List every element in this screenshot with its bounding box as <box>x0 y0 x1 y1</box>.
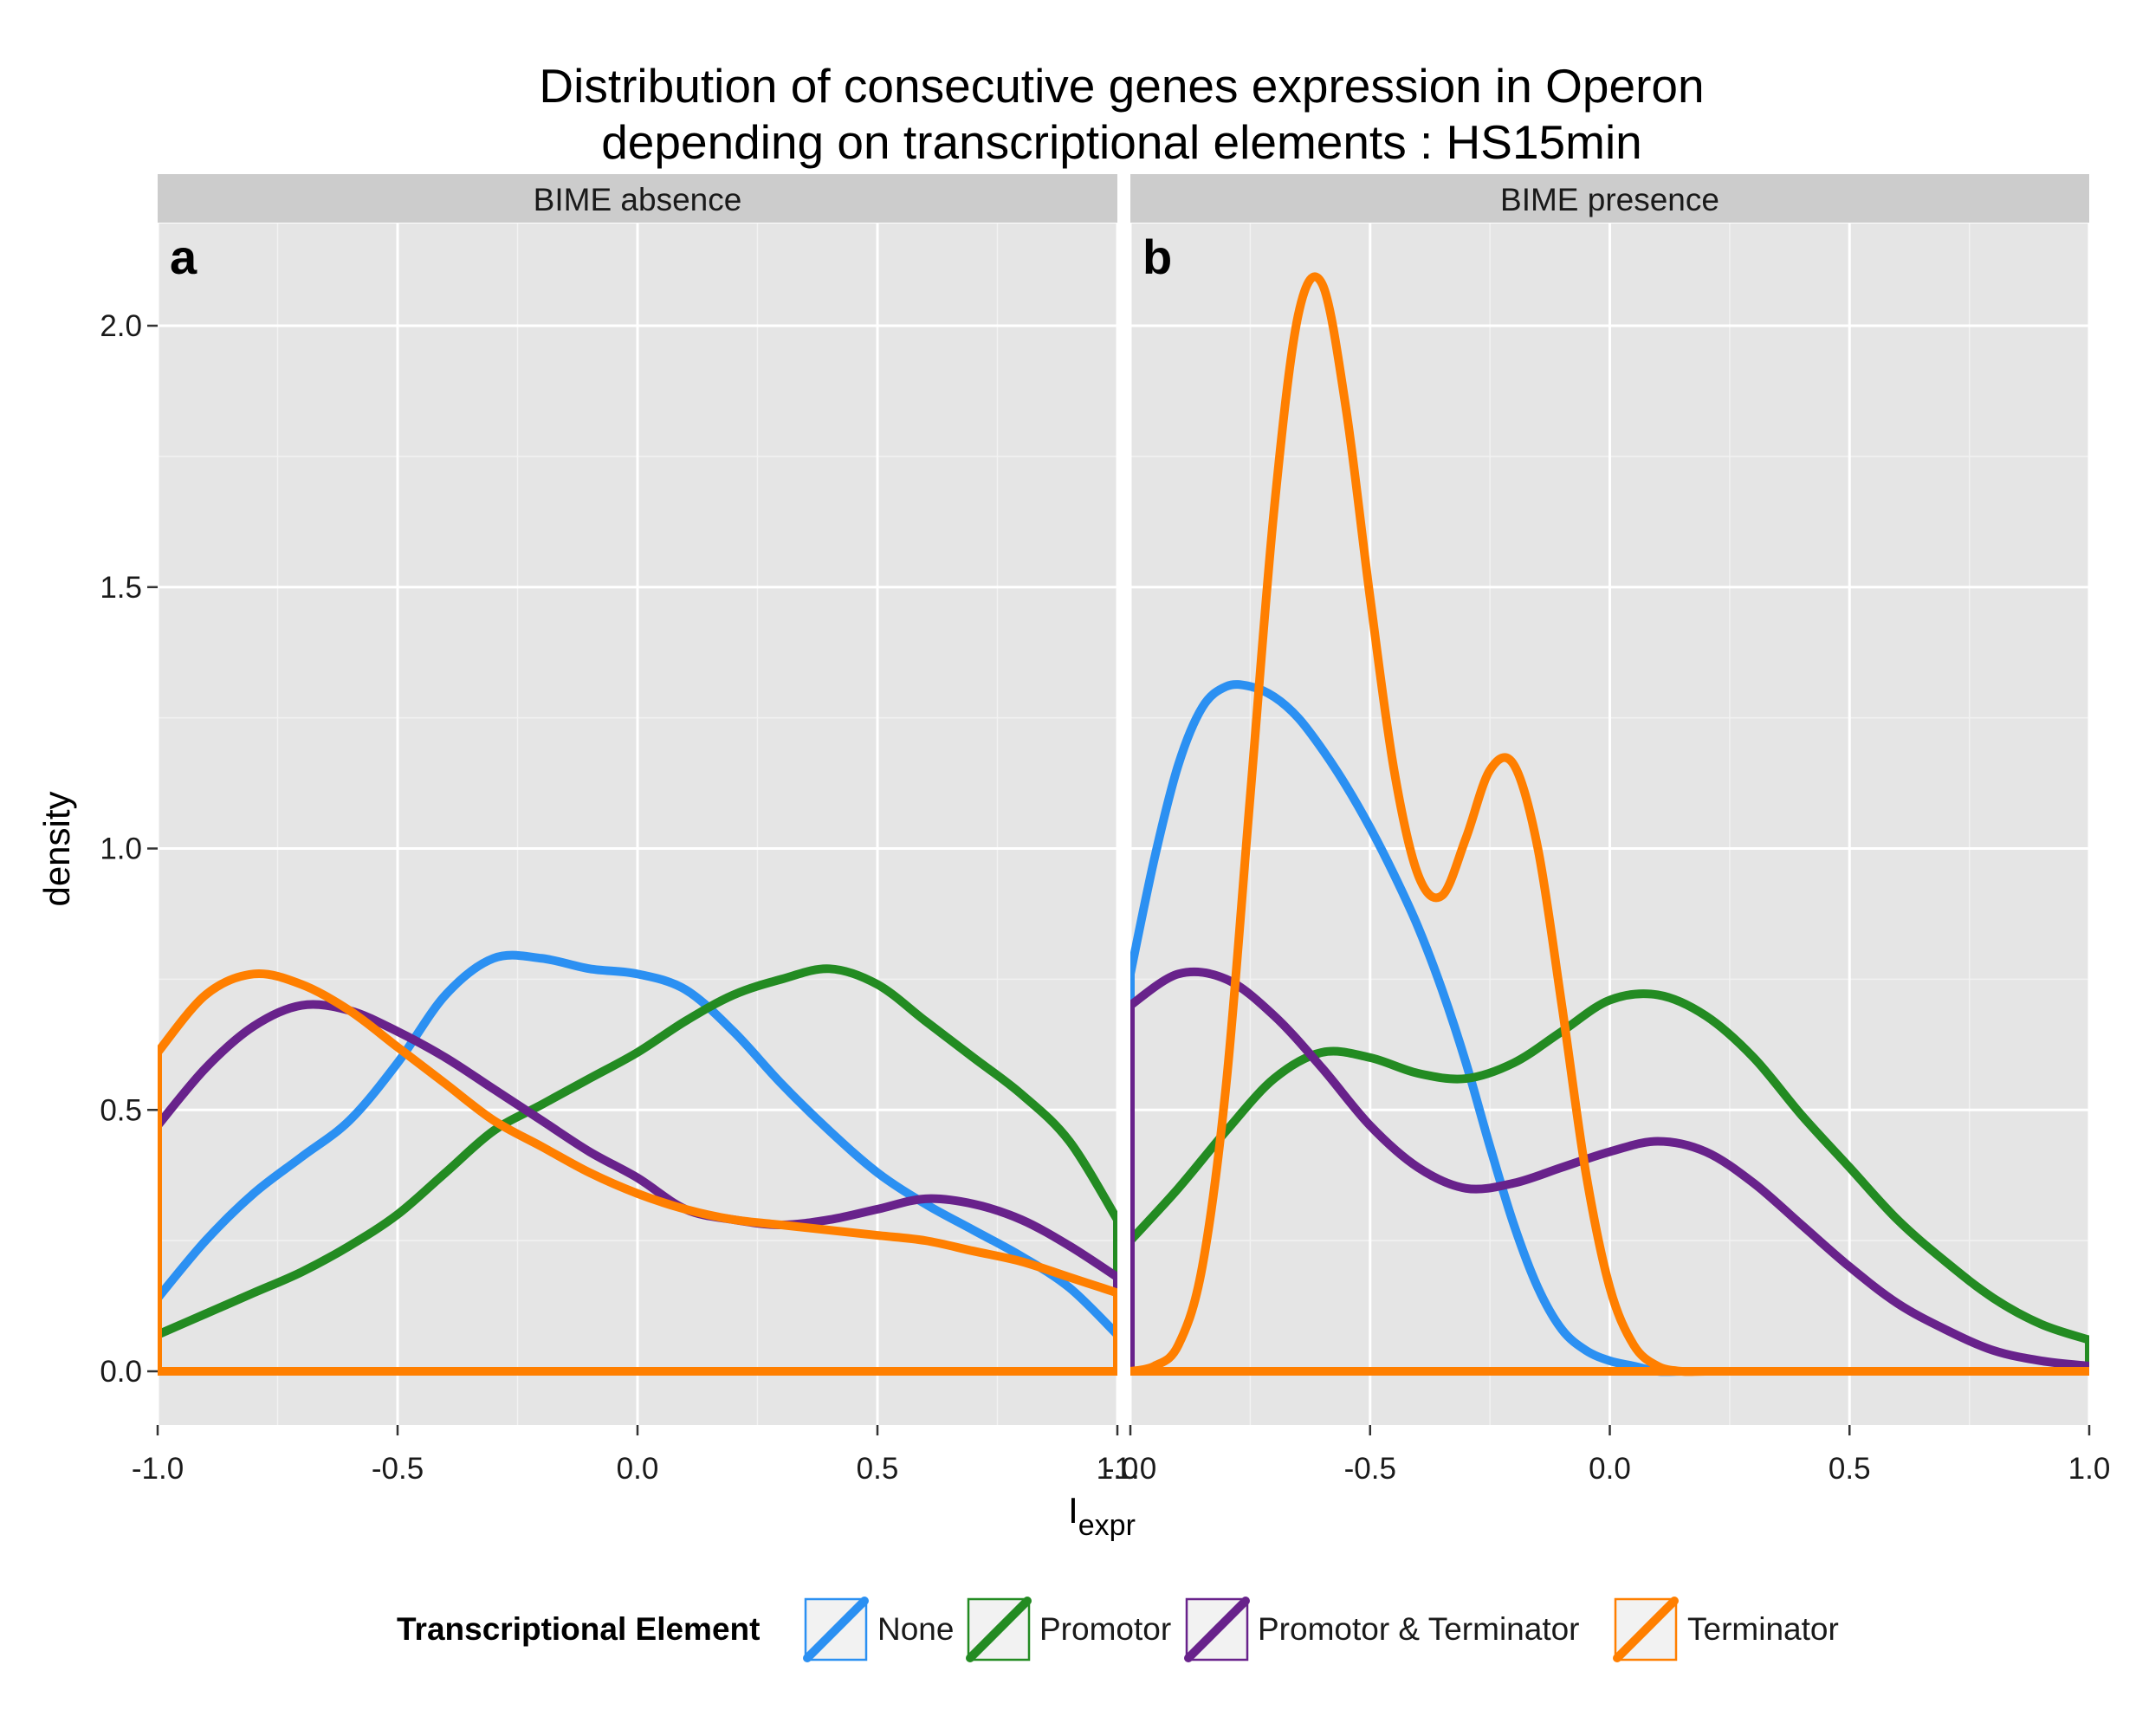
y-axis: 0.0 0.5 1.0 1.5 2.0 <box>100 309 158 1389</box>
legend-key-line <box>1613 1597 1679 1662</box>
legend-label: None <box>877 1611 954 1647</box>
series-group <box>158 950 1117 1376</box>
x-tick-label: -1.0 <box>1104 1452 1156 1486</box>
y-tick-label: 1.5 <box>100 571 142 605</box>
strip-background <box>1130 174 2089 223</box>
legend-label: Promotor & Terminator <box>1258 1611 1580 1647</box>
x-axis: -1.0 -0.5 0.0 0.5 1.0 <box>1104 1425 2110 1486</box>
y-axis-title: density <box>36 791 77 906</box>
x-tick-label: 1.0 <box>1097 1452 1139 1486</box>
x-tick-label: 0.5 <box>1829 1452 1871 1486</box>
legend-key-line <box>803 1597 869 1662</box>
panel-tag: a <box>170 230 197 284</box>
strip-label: BIME absence <box>534 182 742 217</box>
x-tick-label: -0.5 <box>1344 1452 1396 1486</box>
series-line-none <box>158 950 1117 1376</box>
x-axis: -1.0 -0.5 0.0 0.5 1.0 <box>132 1425 1138 1486</box>
legend-key-line <box>1184 1597 1250 1662</box>
series-line-terminator <box>1130 272 2089 1376</box>
x-tick-label: 1.0 <box>2068 1452 2111 1486</box>
strip-label: BIME presence <box>1500 182 1719 217</box>
x-axis-title: Iexpr <box>1068 1490 1136 1542</box>
panels-layer: BIME absence a -1.0 -0.5 0.0 0.5 1.0 0.0 0.5 1.0 1… <box>100 174 2110 1486</box>
gridlines <box>156 223 1119 1425</box>
x-axis-title-main: I <box>1068 1490 1078 1531</box>
x-axis-title-sub: expr <box>1078 1509 1136 1542</box>
strip-background <box>158 174 1117 223</box>
chart-title-line-1: Distribution of consecutive genes expres… <box>539 59 1704 113</box>
panel-bime-presence: BIME presence b -1.0 -0.5 0.0 0.5 1.0 <box>1104 174 2110 1486</box>
panel-bime-absence: BIME absence a -1.0 -0.5 0.0 0.5 1.0 0.0 0.5 1.0 1… <box>100 174 1138 1486</box>
legend-label: Terminator <box>1687 1611 1839 1647</box>
legend-title: Transcriptional Element <box>397 1611 760 1647</box>
x-tick-label: -0.5 <box>372 1452 424 1486</box>
x-tick-label: 0.0 <box>1589 1452 1631 1486</box>
series-group <box>1130 272 2089 1376</box>
y-tick-label: 0.5 <box>100 1093 142 1127</box>
series-line-promotor-and-terminator <box>158 1000 1117 1376</box>
legend-key-line <box>966 1597 1032 1662</box>
y-tick-label: 0.0 <box>100 1355 142 1389</box>
legend-item-promotor-and-terminator: Promotor & Terminator <box>1184 1597 1580 1662</box>
series-line-promotor-and-terminator <box>1130 967 2089 1376</box>
y-tick-label: 2.0 <box>100 309 142 343</box>
y-tick-label: 1.0 <box>100 832 142 866</box>
series-line-promotor <box>158 964 1117 1376</box>
series-line-terminator <box>158 968 1117 1376</box>
legend: Transcriptional Element None Promotor Prom… <box>397 1597 1839 1662</box>
series-line-promotor <box>1130 989 2089 1376</box>
x-tick-label: 0.0 <box>617 1452 659 1486</box>
legend-item-terminator: Terminator <box>1613 1597 1839 1662</box>
legend-item-promotor: Promotor <box>966 1597 1171 1662</box>
legend-item-none: None <box>803 1597 954 1662</box>
panel-tag: b <box>1142 230 1172 284</box>
chart-title-line-2: depending on transcriptional elements : … <box>601 115 1642 169</box>
x-tick-label: -1.0 <box>132 1452 184 1486</box>
legend-label: Promotor <box>1039 1611 1171 1647</box>
svg-text:Iexpr: Iexpr <box>1068 1490 1136 1542</box>
x-tick-label: 0.5 <box>857 1452 899 1486</box>
